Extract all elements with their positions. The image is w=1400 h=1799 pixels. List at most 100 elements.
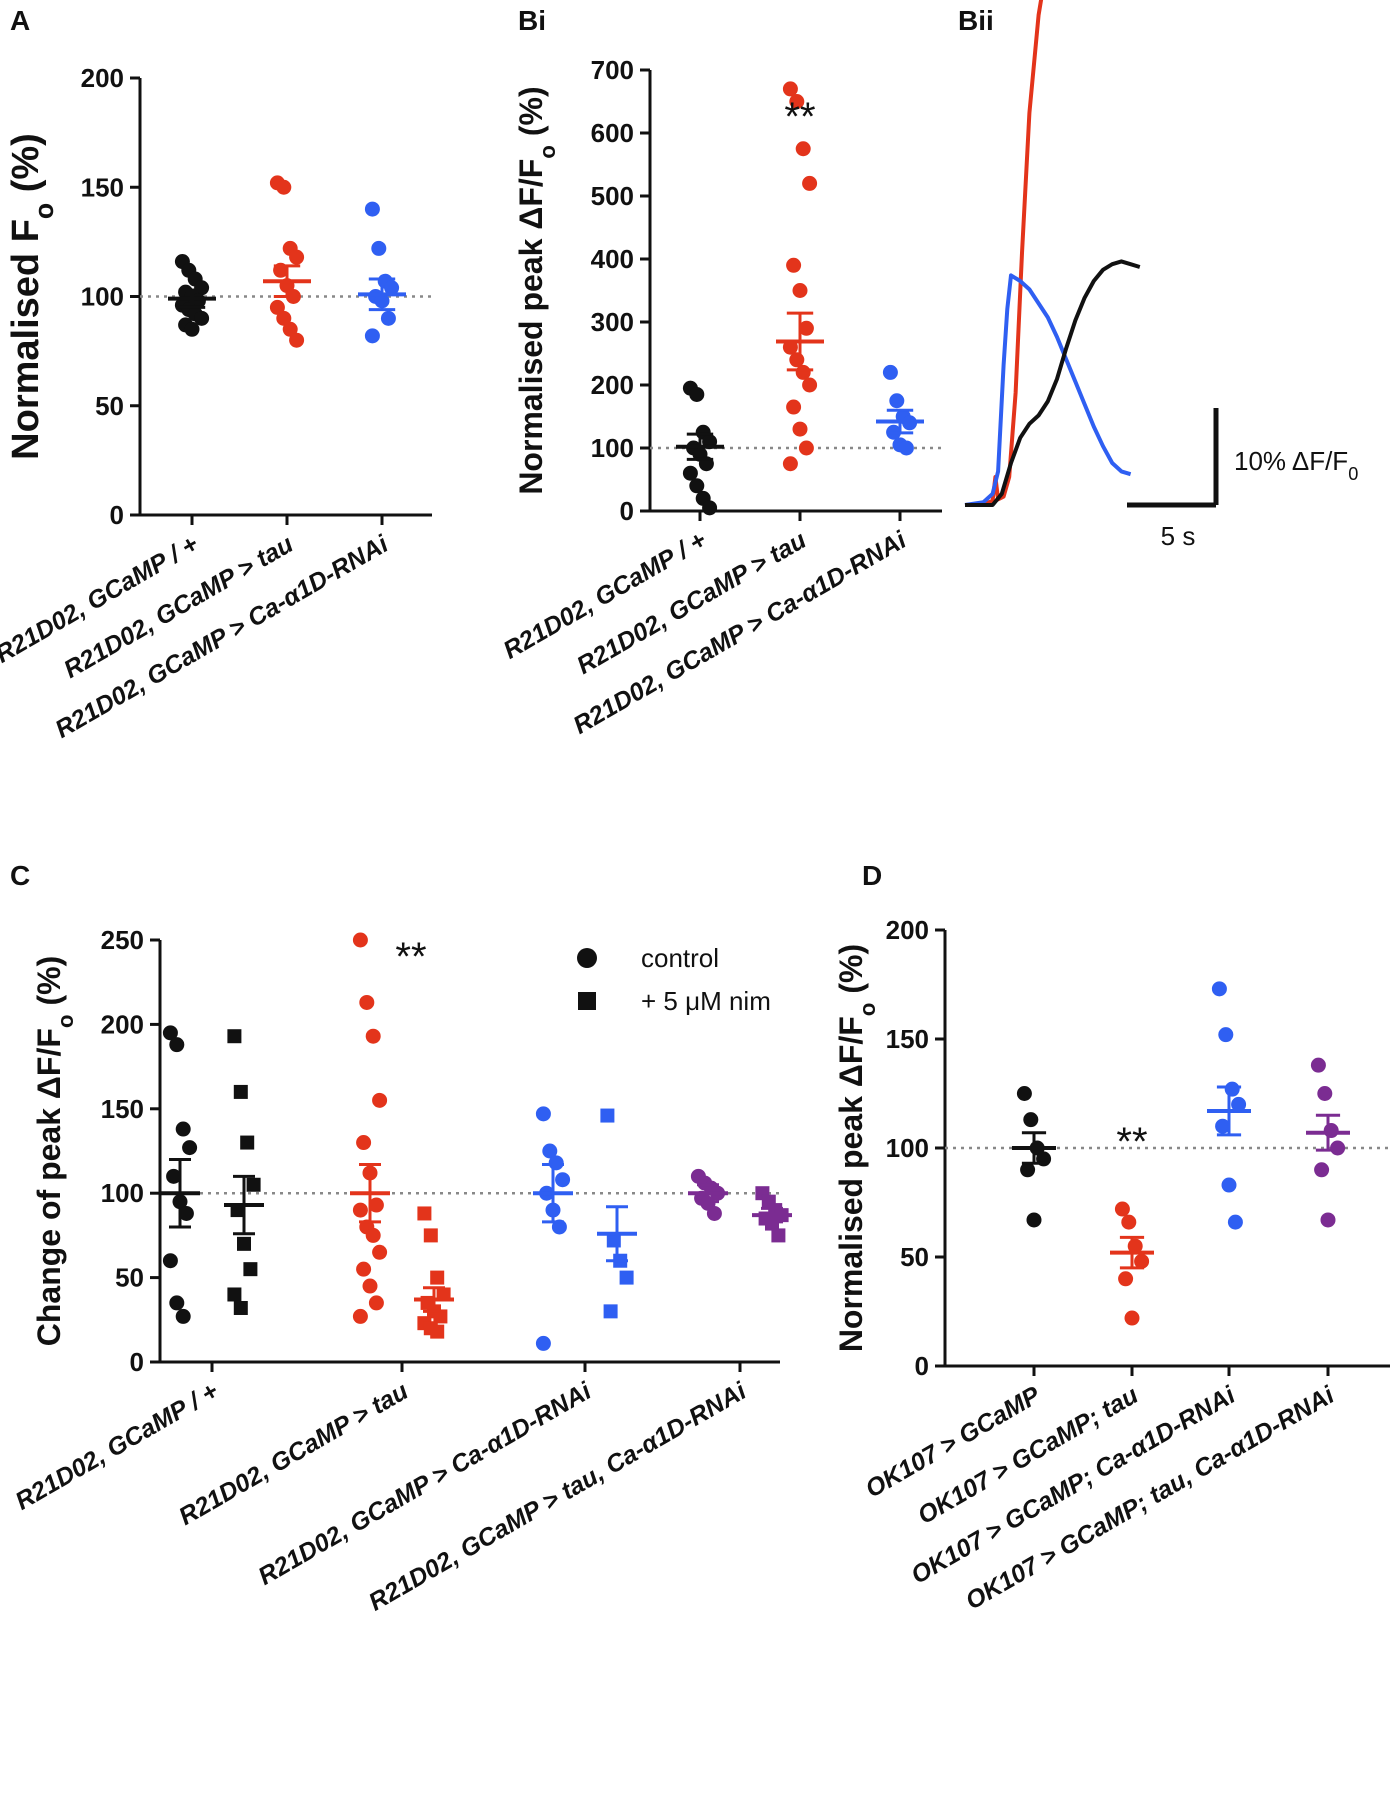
data-point-square xyxy=(771,1228,786,1243)
data-point xyxy=(1134,1253,1150,1269)
data-point xyxy=(706,1205,722,1221)
data-point xyxy=(1114,1201,1130,1217)
y-tick-label: 500 xyxy=(591,181,634,211)
data-point-square xyxy=(600,1108,615,1123)
data-point xyxy=(1314,1162,1330,1178)
data-point xyxy=(169,1295,185,1311)
data-point xyxy=(289,332,305,348)
y-tick-label: 100 xyxy=(101,1178,144,1208)
panel-bii-traces: 5 s 10% ΔF/F0 xyxy=(964,0,1358,551)
data-point xyxy=(1016,1086,1032,1101)
y-tick-label: 200 xyxy=(591,370,634,400)
y-tick-label: 200 xyxy=(81,63,124,93)
data-point xyxy=(682,465,698,481)
y-axis-label: Change of peak ΔF/Fo (%) xyxy=(31,956,78,1346)
data-point xyxy=(372,1244,388,1260)
data-point xyxy=(798,320,814,336)
legend-marker-circle xyxy=(577,948,597,968)
significance-annotation: ** xyxy=(784,95,815,139)
data-point-square xyxy=(233,1084,248,1099)
panel-label-d: D xyxy=(862,860,882,891)
y-tick-label: 0 xyxy=(110,500,124,530)
data-point-square xyxy=(603,1304,618,1319)
data-point xyxy=(182,1140,198,1156)
data-point-square xyxy=(237,1236,251,1251)
data-point xyxy=(1231,1096,1247,1112)
y-tick-label: 0 xyxy=(620,496,634,526)
y-tick-label: 300 xyxy=(591,307,634,337)
y-tick-label: 100 xyxy=(591,433,634,463)
time-scale-label: 5 s xyxy=(1161,521,1196,551)
data-point xyxy=(689,386,705,402)
legend-marker-square xyxy=(578,992,596,1010)
y-tick-label: 200 xyxy=(886,915,929,945)
data-point xyxy=(362,1278,378,1294)
trace-blue xyxy=(964,273,1132,507)
data-point xyxy=(178,1205,194,1221)
y-axis-label: Normalised peak ΔF/Fo (%) xyxy=(513,86,560,494)
data-point xyxy=(384,280,400,296)
y-axis-label: Normalised peak ΔF/Fo (%) xyxy=(833,944,880,1352)
data-point xyxy=(702,500,718,516)
category-label: R21D02, GCaMP / + xyxy=(11,1377,224,1516)
data-point xyxy=(1310,1057,1326,1073)
data-point xyxy=(1124,1310,1140,1326)
data-point xyxy=(535,1106,551,1122)
data-point xyxy=(782,81,798,97)
data-point xyxy=(194,280,210,296)
data-point xyxy=(166,1168,182,1184)
data-point xyxy=(1320,1212,1336,1228)
data-point-square xyxy=(246,1177,261,1192)
y-axis-label: Normalised Fo (%) xyxy=(5,133,59,460)
legend-label: control xyxy=(641,943,719,973)
panel-label-a: A xyxy=(10,5,30,36)
data-point xyxy=(898,440,914,456)
y-tick-label: 700 xyxy=(591,55,634,85)
y-tick-label: 200 xyxy=(101,1009,144,1039)
data-point-square xyxy=(233,1300,248,1315)
panel-label-c: C xyxy=(10,860,30,891)
data-point xyxy=(542,1143,558,1159)
data-point-square xyxy=(619,1270,634,1285)
y-tick-label: 250 xyxy=(101,925,144,955)
data-point-square xyxy=(433,1309,448,1324)
y-tick-label: 600 xyxy=(591,118,634,148)
y-tick-label: 0 xyxy=(915,1351,929,1381)
data-point xyxy=(289,249,305,265)
data-point xyxy=(792,283,808,298)
data-point xyxy=(1317,1086,1333,1101)
data-point xyxy=(798,440,814,456)
data-point xyxy=(802,175,818,191)
data-point xyxy=(356,1261,372,1277)
data-point xyxy=(364,328,380,344)
y-tick-label: 50 xyxy=(95,391,124,421)
data-point xyxy=(1121,1214,1137,1230)
significance-annotation: ** xyxy=(395,935,426,979)
data-point xyxy=(372,1092,388,1108)
data-point xyxy=(1211,981,1227,997)
data-point xyxy=(359,994,375,1010)
data-point xyxy=(276,310,292,326)
legend-label: + 5 μM nim xyxy=(641,986,771,1016)
panel-label-bi: Bi xyxy=(518,5,546,36)
data-point xyxy=(194,310,210,326)
y-tick-label: 400 xyxy=(591,244,634,274)
data-point-square xyxy=(430,1270,445,1285)
data-point-square xyxy=(227,1029,242,1044)
data-point xyxy=(1330,1140,1346,1156)
data-point xyxy=(365,1028,381,1044)
data-point xyxy=(689,478,705,494)
data-point xyxy=(1023,1112,1039,1128)
data-point xyxy=(365,1227,381,1243)
data-point-square xyxy=(240,1135,255,1150)
data-point xyxy=(269,299,285,315)
data-point xyxy=(782,456,798,472)
amplitude-scale-label: 10% ΔF/F0 xyxy=(1234,446,1358,484)
data-point-square xyxy=(243,1262,258,1277)
data-point-square xyxy=(765,1216,779,1231)
data-point xyxy=(175,1308,191,1324)
data-point xyxy=(175,1121,191,1137)
